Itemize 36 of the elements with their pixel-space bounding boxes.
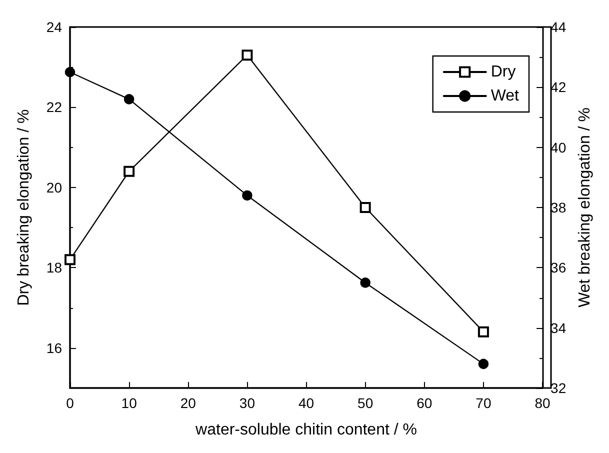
x-tick-label: 20	[180, 395, 196, 411]
legend-label: Dry	[490, 64, 516, 80]
point	[242, 50, 253, 61]
legend-label: Wet	[490, 88, 520, 104]
y-tick-label: 20	[46, 179, 62, 196]
point	[124, 166, 135, 177]
x-tick-label: 40	[298, 395, 314, 411]
point	[64, 254, 76, 266]
y2-tick-label: 36	[550, 260, 566, 276]
x-tick-label: 10	[121, 395, 138, 411]
y-tick-label: 22	[46, 99, 62, 116]
y2-tick-label: 44	[550, 19, 566, 35]
y2-tick-label: 38	[550, 200, 566, 216]
point	[478, 326, 489, 338]
point	[478, 358, 489, 370]
x-axis-title: water-soluble chitin content / %	[194, 422, 417, 438]
point	[124, 94, 134, 104]
y-tick-label: 24	[46, 19, 62, 35]
y-tick-label: 18	[46, 260, 62, 276]
x-tick-label: 80	[534, 395, 551, 411]
point	[242, 190, 252, 201]
y-axis-title: Dry breaking elongation / %	[16, 109, 32, 306]
y2-axis-title: Wet breaking elongation / %	[576, 108, 594, 308]
point	[360, 278, 370, 288]
y2-tick-label: 32	[550, 380, 566, 396]
x-tick-label: 70	[476, 395, 492, 411]
point	[360, 202, 371, 213]
y2-tick-label: 40	[550, 139, 566, 156]
x-tick-label: 0	[66, 395, 74, 411]
x-tick-label: 30	[239, 395, 256, 411]
y-tick-label: 16	[46, 340, 62, 356]
point	[64, 67, 76, 78]
y2-tick-label: 42	[550, 79, 566, 96]
x-tick-label: 50	[358, 395, 374, 411]
y2-tick-label: 34	[550, 320, 566, 336]
x-tick-label: 60	[416, 395, 432, 411]
